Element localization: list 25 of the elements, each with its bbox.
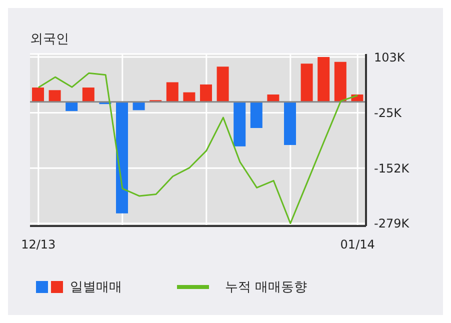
y-tick-label: -25K bbox=[374, 106, 403, 120]
bar bbox=[216, 66, 229, 102]
bar bbox=[132, 102, 145, 110]
bar bbox=[250, 102, 262, 128]
line-series bbox=[38, 72, 358, 224]
bar bbox=[66, 102, 78, 112]
legend-label: 일별매매 bbox=[70, 279, 122, 296]
bar bbox=[334, 62, 346, 102]
chart-title: 외국인 bbox=[29, 31, 70, 48]
bar bbox=[116, 102, 128, 214]
bar bbox=[82, 88, 94, 102]
x-tick-label: 01/14 bbox=[340, 238, 375, 252]
bar bbox=[166, 82, 178, 102]
y-tick-label: 103K bbox=[374, 50, 406, 64]
bar bbox=[32, 88, 44, 102]
y-tick-label: -279K bbox=[374, 216, 410, 231]
y-tick-label: -152K bbox=[374, 161, 410, 176]
bar bbox=[318, 57, 330, 102]
bar bbox=[300, 64, 313, 102]
bar bbox=[200, 84, 212, 102]
x-tick-label: 12/13 bbox=[21, 238, 56, 252]
legend-label: 누적 매매동향 bbox=[225, 279, 308, 296]
bar bbox=[48, 90, 61, 102]
bar bbox=[234, 102, 246, 146]
bar bbox=[284, 102, 296, 146]
